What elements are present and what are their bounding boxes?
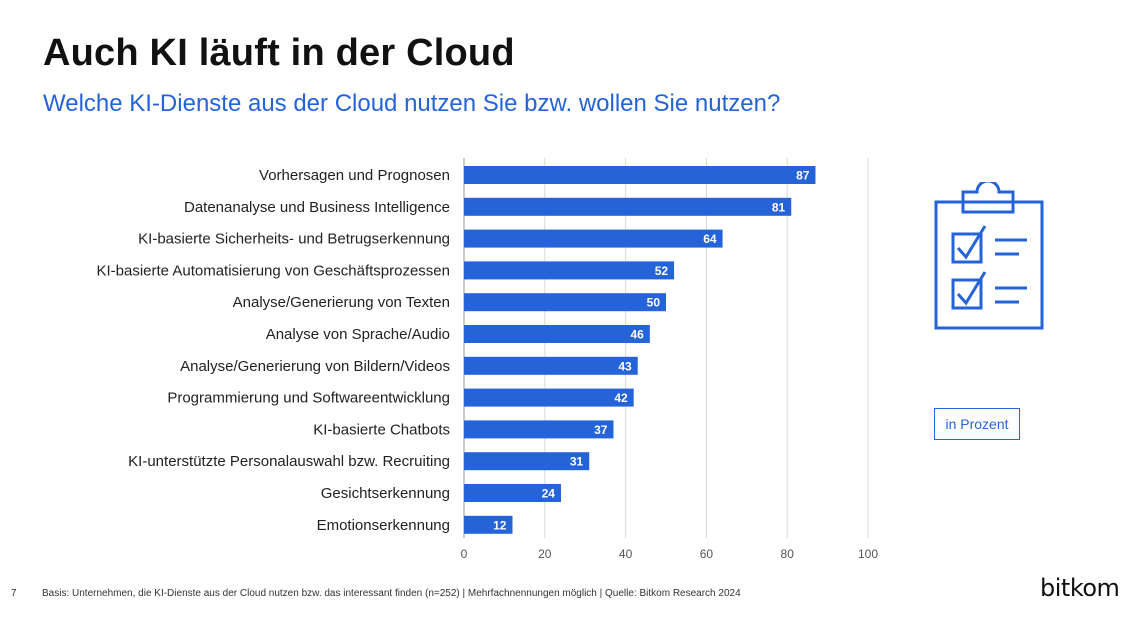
x-tick-label: 40 <box>619 547 633 561</box>
bar-value-label: 42 <box>614 391 628 405</box>
bar-value-label: 87 <box>796 169 810 183</box>
bar-value-label: 31 <box>570 455 584 469</box>
bar <box>464 325 650 343</box>
bar <box>464 484 561 502</box>
x-tick-label: 80 <box>781 547 795 561</box>
bar <box>464 261 675 280</box>
category-label: Analyse/Generierung von Texten <box>233 294 450 311</box>
x-tick-label: 100 <box>858 547 878 561</box>
bar-value-label: 81 <box>772 200 786 214</box>
category-label: Analyse/Generierung von Bildern/Videos <box>180 358 450 375</box>
bar-value-label: 52 <box>655 264 669 278</box>
bar-value-label: 24 <box>542 487 556 501</box>
category-label: KI-basierte Automatisierung von Geschäft… <box>96 262 450 279</box>
category-label: KI-basierte Chatbots <box>313 421 450 438</box>
bar-value-label: 43 <box>618 359 632 373</box>
bar <box>464 420 614 439</box>
page-number: 7 <box>11 588 17 599</box>
page-title: Auch KI läuft in der Cloud <box>43 32 515 74</box>
unit-label: in Prozent <box>934 408 1020 440</box>
page-subtitle: Welche KI-Dienste aus der Cloud nutzen S… <box>43 90 781 117</box>
category-label: KI-basierte Sicherheits- und Betrugserke… <box>138 231 450 248</box>
bar-value-label: 64 <box>703 232 717 246</box>
bitkom-logo: bitkom <box>1040 574 1120 602</box>
category-label: Emotionserkennung <box>317 517 450 534</box>
category-label: Programmierung und Softwareentwicklung <box>167 390 450 407</box>
x-tick-label: 20 <box>538 547 552 561</box>
bar-value-label: 37 <box>594 423 608 437</box>
bar-value-label: 46 <box>630 328 644 342</box>
x-tick-label: 60 <box>700 547 714 561</box>
footnote: Basis: Unternehmen, die KI-Dienste aus d… <box>42 588 741 599</box>
category-label: KI-unterstützte Personalauswahl bzw. Rec… <box>128 453 450 470</box>
bar <box>464 293 666 312</box>
category-label: Gesichtserkennung <box>321 485 450 502</box>
bar <box>464 229 723 248</box>
x-tick-label: 0 <box>461 547 468 561</box>
bar-value-label: 50 <box>647 296 661 310</box>
category-label: Vorhersagen und Prognosen <box>259 167 450 184</box>
bar <box>464 166 816 184</box>
category-label: Datenanalyse und Business Intelligence <box>184 199 450 216</box>
bar-value-label: 12 <box>493 518 507 532</box>
category-label: Analyse von Sprache/Audio <box>266 326 450 343</box>
bar <box>464 388 634 407</box>
clipboard-checklist-icon <box>933 179 1045 332</box>
bar <box>464 356 638 375</box>
bar <box>464 452 590 471</box>
bar <box>464 197 792 216</box>
bar <box>464 515 513 534</box>
